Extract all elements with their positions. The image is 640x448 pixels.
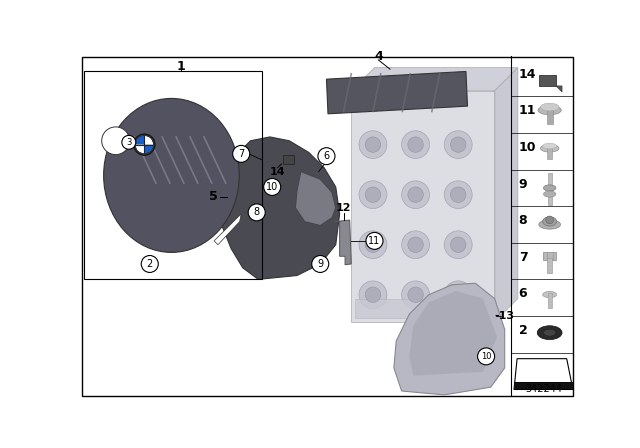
Text: 14: 14 [518, 68, 536, 81]
Text: 12: 12 [336, 203, 351, 213]
Circle shape [359, 231, 387, 258]
Polygon shape [334, 220, 351, 265]
Circle shape [102, 127, 129, 155]
Circle shape [134, 134, 155, 155]
Circle shape [359, 181, 387, 208]
Text: 7: 7 [238, 149, 244, 159]
Ellipse shape [539, 220, 561, 229]
Circle shape [408, 137, 423, 152]
Ellipse shape [543, 191, 556, 197]
Text: 3: 3 [126, 138, 131, 147]
Circle shape [365, 187, 381, 202]
Text: 11: 11 [369, 236, 381, 246]
Polygon shape [145, 145, 154, 154]
Bar [547, 258, 552, 273]
Circle shape [546, 216, 554, 224]
Polygon shape [214, 214, 241, 245]
Bar [548, 293, 552, 308]
Text: 8: 8 [253, 207, 260, 217]
Bar [283, 155, 294, 164]
Bar [351, 91, 495, 322]
Ellipse shape [543, 143, 557, 149]
Polygon shape [135, 135, 145, 145]
Text: 342244: 342244 [525, 384, 562, 395]
Circle shape [264, 178, 281, 195]
Text: 5: 5 [209, 190, 218, 203]
Circle shape [248, 204, 265, 221]
Text: 2: 2 [147, 259, 153, 269]
Circle shape [365, 287, 381, 302]
Circle shape [365, 237, 381, 252]
Text: 6: 6 [323, 151, 330, 161]
Bar [547, 147, 552, 159]
Ellipse shape [540, 144, 559, 152]
Bar [543, 252, 556, 259]
Circle shape [444, 281, 472, 309]
Circle shape [451, 287, 466, 302]
Circle shape [451, 237, 466, 252]
Circle shape [408, 287, 423, 302]
Circle shape [233, 146, 250, 162]
Circle shape [444, 131, 472, 159]
Text: 8: 8 [518, 214, 527, 227]
Circle shape [402, 181, 429, 208]
Circle shape [135, 135, 154, 154]
Bar [548, 172, 552, 205]
Ellipse shape [104, 99, 239, 252]
Text: 1: 1 [177, 60, 185, 73]
Bar [539, 75, 556, 86]
Circle shape [318, 148, 335, 165]
Text: 6: 6 [518, 287, 527, 300]
Text: 9: 9 [518, 177, 527, 190]
Ellipse shape [543, 185, 556, 191]
Polygon shape [394, 283, 505, 395]
Text: 9: 9 [317, 259, 323, 269]
Circle shape [141, 255, 158, 272]
Text: 7: 7 [518, 251, 527, 264]
Polygon shape [220, 137, 340, 280]
Ellipse shape [537, 326, 562, 340]
Circle shape [451, 137, 466, 152]
Circle shape [444, 181, 472, 208]
Circle shape [402, 231, 429, 258]
Circle shape [402, 131, 429, 159]
Circle shape [408, 237, 423, 252]
Circle shape [359, 281, 387, 309]
Text: 10: 10 [481, 352, 492, 361]
Circle shape [366, 233, 383, 250]
Polygon shape [514, 359, 573, 389]
Text: 11: 11 [518, 104, 536, 117]
Ellipse shape [543, 217, 557, 226]
Text: 14: 14 [270, 167, 285, 177]
Text: 10: 10 [266, 182, 278, 192]
Circle shape [312, 255, 329, 272]
Text: 10: 10 [518, 141, 536, 154]
Bar [547, 108, 553, 124]
Circle shape [451, 187, 466, 202]
Ellipse shape [543, 329, 556, 336]
Circle shape [408, 187, 423, 202]
Ellipse shape [540, 103, 559, 111]
Polygon shape [326, 72, 467, 114]
Circle shape [444, 231, 472, 258]
Ellipse shape [538, 106, 561, 115]
Bar [355, 299, 491, 318]
Text: 4: 4 [374, 50, 383, 63]
Circle shape [122, 135, 136, 149]
Text: 2: 2 [518, 324, 527, 337]
Circle shape [365, 137, 381, 152]
Polygon shape [495, 68, 518, 322]
Ellipse shape [543, 292, 557, 297]
Polygon shape [514, 382, 573, 389]
Bar [84, 72, 262, 280]
Polygon shape [351, 68, 518, 91]
Polygon shape [556, 86, 562, 92]
Circle shape [402, 281, 429, 309]
Polygon shape [410, 291, 497, 375]
Polygon shape [296, 172, 336, 225]
Circle shape [477, 348, 495, 365]
Circle shape [359, 131, 387, 159]
Text: -13: -13 [495, 310, 515, 321]
